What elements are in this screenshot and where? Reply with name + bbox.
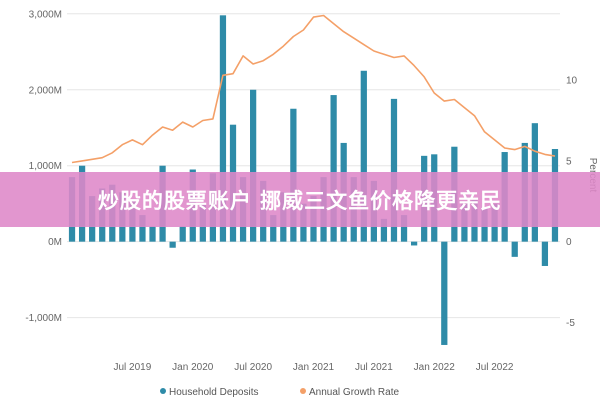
- x-tick-label: Jul 2021: [355, 362, 393, 373]
- legend-swatch-deposits: [160, 388, 166, 394]
- right-tick-label: 0: [566, 237, 572, 248]
- deposit-bar: [541, 241, 549, 266]
- banner-background: [0, 172, 600, 227]
- growth-line: [71, 14, 556, 164]
- deposit-bar: [390, 98, 398, 242]
- right-tick-label: 5: [566, 156, 572, 167]
- deposit-bar: [169, 241, 176, 248]
- deposit-bar: [139, 215, 146, 242]
- x-axis-ticks: Jul 2019 Jan 2020 Jul 2020 Jan 2021 Jul 2021…: [113, 362, 513, 373]
- right-tick-label: 10: [566, 76, 578, 87]
- deposit-bar: [441, 241, 448, 345]
- deposit-bar: [380, 218, 388, 242]
- x-tick-label: Jul 2019: [113, 362, 151, 373]
- deposit-bar: [360, 70, 367, 242]
- left-tick-label: 3,000M: [29, 9, 62, 20]
- gridlines: [67, 13, 560, 319]
- deposit-bar: [511, 241, 518, 257]
- deposit-bar: [330, 95, 337, 242]
- right-tick-label: -5: [566, 318, 575, 329]
- x-tick-label: Jul 2022: [476, 362, 514, 373]
- x-tick-label: Jan 2020: [172, 362, 214, 373]
- left-tick-label: 0M: [48, 237, 62, 248]
- legend-label-deposits: Household Deposits: [169, 387, 259, 398]
- left-axis-ticks: -1,000M 0M 1,000M 2,000M 3,000M: [25, 9, 62, 324]
- left-tick-label: -1,000M: [25, 313, 62, 324]
- left-tick-label: 1,000M: [29, 161, 62, 172]
- deposit-bar: [219, 15, 227, 242]
- banner: 炒股的股票账户 挪威三文鱼价格降更亲民: [0, 172, 600, 227]
- growth-rate-line: [71, 14, 556, 164]
- x-tick-label: Jul 2020: [234, 362, 272, 373]
- deposit-bar: [270, 215, 277, 242]
- right-axis-ticks: -5 0 5 10: [566, 76, 578, 329]
- legend: Household Deposits Annual Growth Rate: [160, 387, 399, 398]
- banner-text: 炒股的股票账户 挪威三文鱼价格降更亲民: [98, 189, 502, 213]
- deposit-bar: [400, 215, 408, 242]
- legend-swatch-growth: [300, 388, 306, 394]
- deposit-bar: [179, 226, 186, 242]
- deposit-bar: [410, 241, 418, 246]
- deposit-bar: [149, 226, 156, 242]
- left-tick-label: 2,000M: [29, 85, 62, 96]
- legend-label-growth: Annual Growth Rate: [309, 387, 399, 398]
- x-tick-label: Jan 2021: [293, 362, 335, 373]
- deposit-bar: [250, 89, 257, 242]
- x-tick-label: Jan 2022: [414, 362, 456, 373]
